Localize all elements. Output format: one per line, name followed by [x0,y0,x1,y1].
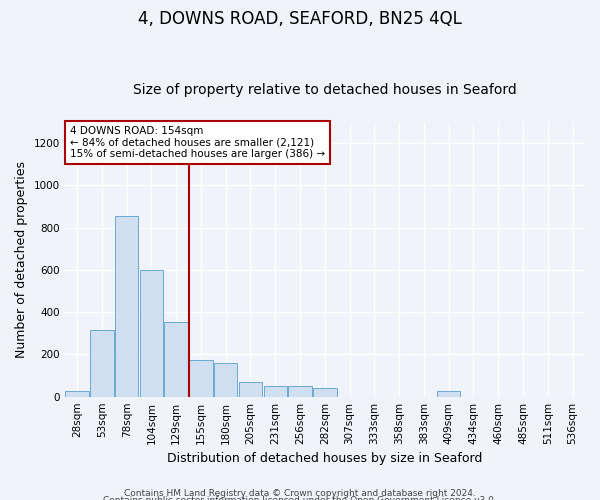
Bar [65,392,89,396]
Bar [90,330,113,396]
Bar [189,360,213,397]
Text: 4 DOWNS ROAD: 154sqm
← 84% of detached houses are smaller (2,121)
15% of semi-de: 4 DOWNS ROAD: 154sqm ← 84% of detached h… [70,126,325,159]
Text: Contains public sector information licensed under the Open Government Licence v3: Contains public sector information licen… [103,496,497,500]
Bar [239,382,262,396]
Bar [263,386,287,396]
Bar [313,388,337,396]
Text: Contains HM Land Registry data © Crown copyright and database right 2024.: Contains HM Land Registry data © Crown c… [124,488,476,498]
Bar [140,270,163,396]
Bar [115,216,139,396]
X-axis label: Distribution of detached houses by size in Seaford: Distribution of detached houses by size … [167,452,482,465]
Bar [288,386,312,396]
Bar [164,322,188,396]
Title: Size of property relative to detached houses in Seaford: Size of property relative to detached ho… [133,83,517,97]
Text: 4, DOWNS ROAD, SEAFORD, BN25 4QL: 4, DOWNS ROAD, SEAFORD, BN25 4QL [138,10,462,28]
Bar [437,392,460,396]
Bar [214,363,238,396]
Y-axis label: Number of detached properties: Number of detached properties [15,160,28,358]
